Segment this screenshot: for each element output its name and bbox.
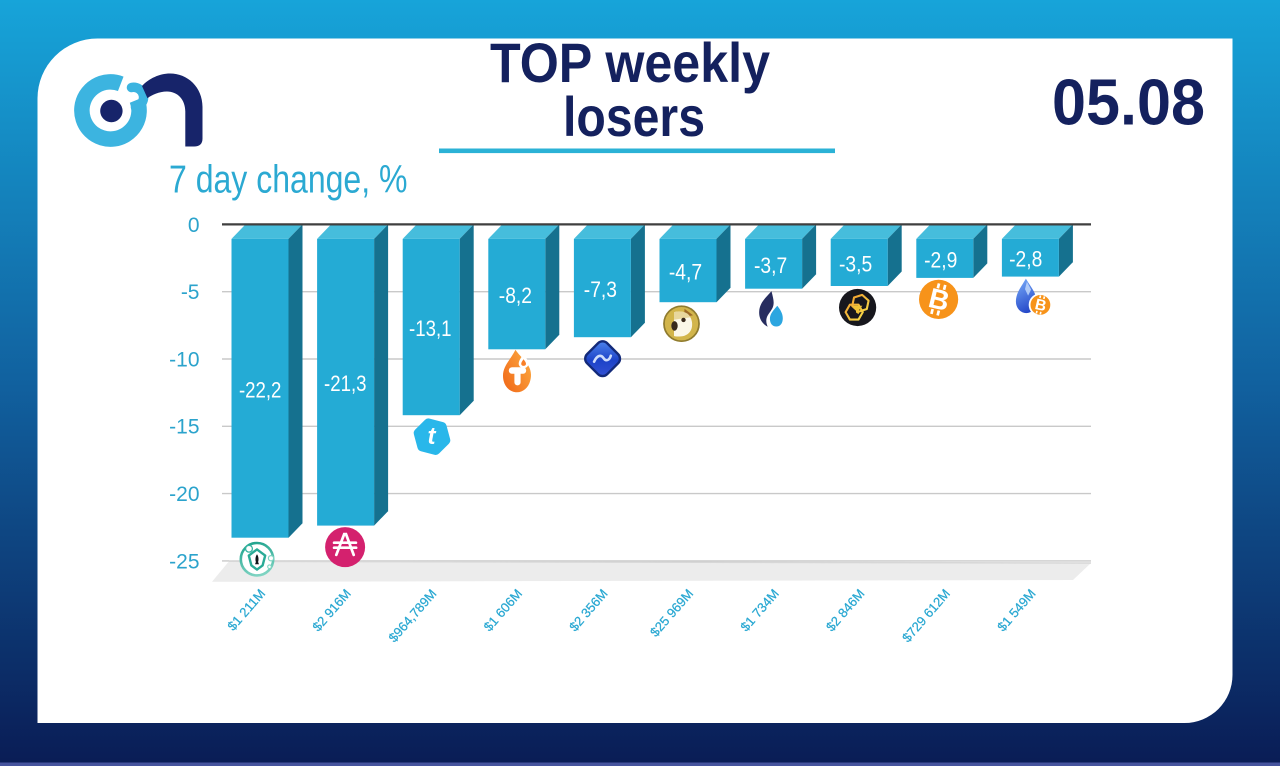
svg-text:-20: -20 bbox=[169, 483, 199, 506]
svg-text:-25: -25 bbox=[169, 550, 199, 573]
svg-text:-3,5: -3,5 bbox=[839, 252, 872, 277]
svg-text:-21,3: -21,3 bbox=[324, 371, 367, 396]
svg-text:-4,7: -4,7 bbox=[669, 260, 702, 285]
svg-text:-5: -5 bbox=[181, 281, 200, 304]
svg-text:-8,2: -8,2 bbox=[499, 283, 532, 308]
svg-text:05.08: 05.08 bbox=[1052, 66, 1205, 139]
svg-text:t: t bbox=[428, 423, 437, 450]
svg-text:TOP weekly: TOP weekly bbox=[490, 31, 770, 94]
svg-text:-13,1: -13,1 bbox=[409, 316, 452, 341]
svg-text:-15: -15 bbox=[169, 416, 199, 439]
svg-text:losers: losers bbox=[563, 85, 705, 148]
svg-text:-3,7: -3,7 bbox=[754, 253, 787, 278]
svg-text:B: B bbox=[1033, 296, 1048, 315]
svg-text:-2,9: -2,9 bbox=[924, 247, 957, 272]
svg-text:-7,3: -7,3 bbox=[584, 277, 617, 302]
svg-text:-2,8: -2,8 bbox=[1009, 247, 1042, 272]
svg-text:0: 0 bbox=[188, 214, 200, 237]
svg-text:7 day change, %: 7 day change, % bbox=[169, 159, 408, 202]
svg-text:-10: -10 bbox=[169, 348, 199, 371]
svg-text:-22,2: -22,2 bbox=[239, 377, 282, 402]
